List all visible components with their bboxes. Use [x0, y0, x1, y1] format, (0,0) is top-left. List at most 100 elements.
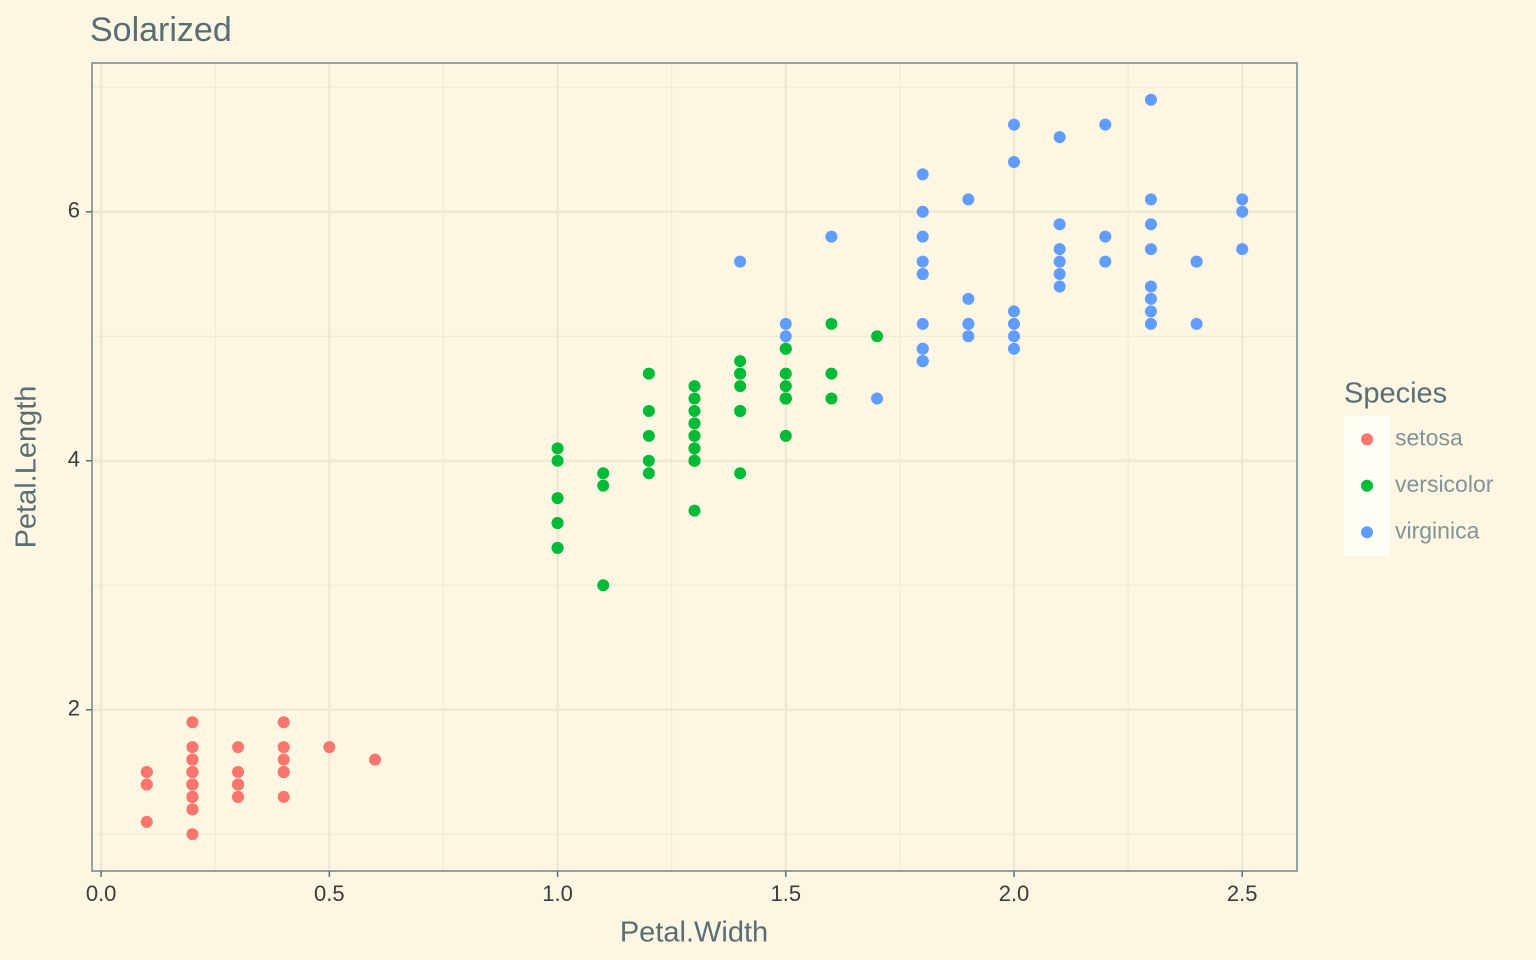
legend-label: versicolor: [1395, 471, 1494, 497]
point: [779, 429, 792, 442]
point: [1053, 280, 1066, 293]
point: [642, 467, 655, 480]
point: [962, 193, 975, 206]
legend-key: [1361, 433, 1373, 446]
point: [1144, 305, 1157, 318]
y-axis-label: Petal.Length: [11, 386, 43, 549]
point: [916, 342, 929, 355]
point: [642, 454, 655, 467]
point: [779, 342, 792, 355]
legend: setosa versicolor virginica: [1344, 416, 1494, 556]
point: [962, 292, 975, 305]
point: [916, 268, 929, 281]
x-tick-label: 1.5: [770, 881, 801, 906]
point: [734, 355, 747, 368]
point: [916, 168, 929, 181]
point: [1008, 317, 1021, 330]
point: [1144, 317, 1157, 330]
point: [186, 828, 199, 841]
legend-title: Species: [1344, 378, 1447, 410]
point: [1236, 243, 1249, 256]
point: [1008, 155, 1021, 168]
point: [688, 442, 701, 455]
point: [642, 404, 655, 417]
point: [916, 255, 929, 268]
point: [688, 417, 701, 430]
point: [825, 230, 838, 243]
point: [597, 579, 610, 592]
point: [277, 790, 290, 803]
point: [1190, 255, 1203, 268]
point: [1144, 193, 1157, 206]
point: [1008, 342, 1021, 355]
point: [962, 317, 975, 330]
point: [688, 404, 701, 417]
point: [871, 330, 884, 343]
point: [1053, 131, 1066, 144]
point: [551, 442, 564, 455]
point: [1053, 243, 1066, 256]
point: [779, 330, 792, 343]
point: [232, 778, 245, 791]
point: [277, 753, 290, 766]
point: [1053, 218, 1066, 231]
point: [734, 467, 747, 480]
point: [916, 205, 929, 218]
point: [734, 367, 747, 380]
point: [825, 367, 838, 380]
axes: 0.0 0.5 1.0 1.5 2.0 2.5 2 4 6: [68, 198, 1258, 906]
point: [551, 492, 564, 505]
point: [1144, 280, 1157, 293]
point: [734, 404, 747, 417]
y-tick-label: 4: [68, 447, 80, 472]
point: [232, 766, 245, 779]
point: [916, 355, 929, 368]
point: [688, 429, 701, 442]
point: [277, 741, 290, 754]
point: [825, 317, 838, 330]
point: [779, 367, 792, 380]
point: [1008, 305, 1021, 318]
point: [1099, 118, 1112, 131]
point: [779, 317, 792, 330]
x-tick-label: 0.5: [314, 881, 345, 906]
point: [916, 317, 929, 330]
point: [323, 741, 336, 754]
point: [688, 504, 701, 517]
point: [1236, 193, 1249, 206]
point: [186, 753, 199, 766]
point: [734, 380, 747, 393]
point: [186, 766, 199, 779]
y-tick-label: 6: [68, 198, 80, 223]
x-tick-label: 0.0: [86, 881, 117, 906]
point: [140, 766, 153, 779]
point: [186, 741, 199, 754]
point: [642, 367, 655, 380]
point: [779, 392, 792, 405]
point: [962, 330, 975, 343]
points: [140, 93, 1249, 841]
point: [734, 255, 747, 268]
legend-key: [1361, 479, 1373, 492]
point: [551, 517, 564, 530]
x-axis-label: Petal.Width: [620, 917, 768, 949]
legend-label: virginica: [1395, 517, 1480, 543]
x-tick-label: 2.5: [1227, 881, 1258, 906]
point: [277, 766, 290, 779]
legend-label: setosa: [1395, 424, 1463, 450]
point: [642, 429, 655, 442]
point: [1144, 218, 1157, 231]
panel-border: [91, 62, 1298, 872]
point: [779, 380, 792, 393]
point: [186, 803, 199, 816]
point: [597, 479, 610, 492]
point: [1190, 317, 1203, 330]
point: [825, 392, 838, 405]
x-tick-label: 1.0: [542, 881, 573, 906]
point: [1144, 292, 1157, 305]
chart-title: Solarized: [90, 11, 232, 49]
point: [1053, 268, 1066, 281]
point: [186, 790, 199, 803]
